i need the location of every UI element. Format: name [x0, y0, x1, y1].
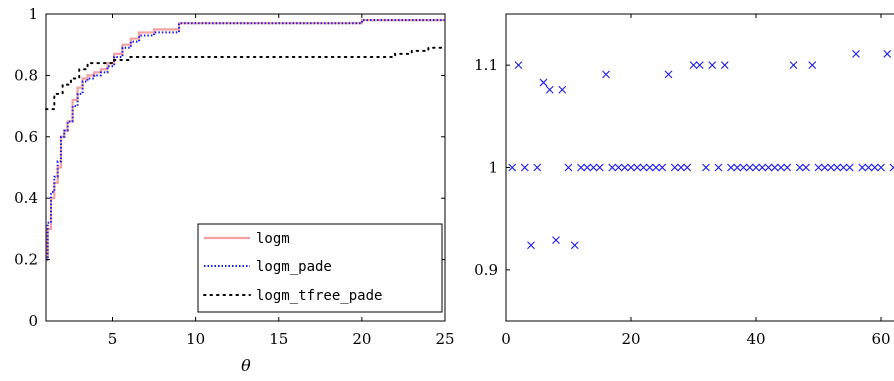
left-ytick-label: 0 [28, 312, 38, 330]
scatter-point [627, 163, 635, 172]
scatter-point [795, 163, 804, 172]
left-ytick-label: 0.6 [14, 128, 38, 146]
scatter-point [539, 78, 548, 87]
right-xtick-label: 0 [501, 330, 511, 348]
scatter-point [545, 85, 554, 94]
right-chart: 0 20 40 60 0.9 1 1.1 [474, 13, 894, 348]
right-ytick-label: 0.9 [474, 261, 498, 279]
scatter-point [664, 70, 673, 79]
scatter-point [658, 163, 667, 172]
scatter-point [558, 85, 567, 94]
scatter-point [858, 163, 867, 172]
scatter-point [739, 163, 748, 172]
scatter-point [733, 163, 742, 172]
legend-label-logm-tfree-pade: logm_tfree_pade [256, 288, 382, 304]
scatter-point [789, 61, 798, 70]
scatter-point [814, 163, 823, 172]
scatter-point [527, 241, 535, 250]
scatter-point [508, 163, 517, 172]
scatter-point [808, 61, 817, 70]
left-ticks-group: 5 10 15 20 25 0 0.2 0.4 0.6 0.8 1 [14, 5, 454, 348]
right-xtick-label: 20 [621, 330, 640, 348]
scatter-point [758, 163, 767, 172]
scatter-point [620, 163, 629, 172]
right-plot-frame [505, 13, 894, 322]
legend-label-logm-pade: logm_pade [256, 259, 332, 275]
right-xtick-label: 40 [746, 330, 765, 348]
scatter-point [595, 163, 604, 172]
scatter-point [764, 163, 773, 172]
scatter-point [583, 163, 592, 172]
left-legend: logm logm_pade logm_tfree_pade [197, 223, 443, 313]
scatter-point [670, 163, 679, 172]
right-ytick-label: 1 [488, 159, 498, 177]
left-xtick-label: 10 [186, 330, 205, 348]
scatter-point [708, 61, 717, 70]
scatter-point [827, 163, 835, 172]
scatter-point [877, 163, 885, 172]
scatter-point [602, 70, 610, 79]
series-line-logm-tfree-pade [45, 46, 446, 111]
scatter-point [589, 163, 598, 172]
right-ytick-label: 1.1 [474, 56, 498, 74]
left-chart: 5 10 15 20 25 0 0.2 0.4 0.6 0.8 1 θ logm logm_pade… [14, 5, 454, 375]
scatter-point [614, 163, 623, 172]
scatter-point [883, 50, 892, 58]
scatter-point [689, 61, 698, 70]
scatter-point [864, 163, 873, 172]
scatter-point [777, 163, 785, 172]
series-line-logm-pade [46, 19, 445, 261]
legend-label-logm: logm [256, 231, 290, 247]
left-xtick-label: 20 [352, 330, 371, 348]
scatter-point [714, 163, 723, 172]
left-ytick-label: 0.2 [14, 251, 38, 269]
scatter-point [802, 163, 810, 172]
scatter-point [889, 163, 894, 172]
scatter-point [577, 163, 585, 172]
scatter-point [720, 61, 729, 70]
left-series-group [45, 19, 446, 261]
scatter-point [520, 163, 529, 172]
left-ytick-label: 1 [28, 5, 38, 23]
scatter-point [695, 61, 704, 70]
scatter-point [514, 61, 523, 70]
scatter-point [702, 163, 710, 172]
scatter-point [552, 236, 560, 245]
left-ytick-label: 0.4 [14, 189, 38, 207]
scatter-point [639, 163, 648, 172]
left-xtick-label: 5 [108, 330, 118, 348]
scatter-point [677, 163, 685, 172]
scatter-point [870, 163, 879, 172]
scatter-point [783, 163, 792, 172]
scatter-point [533, 163, 542, 172]
scatter-point [633, 163, 642, 172]
scatter-point [852, 50, 860, 58]
scatter-point [833, 163, 842, 172]
scatter-point [570, 241, 579, 250]
scatter-point [752, 163, 760, 172]
left-xtick-label: 25 [435, 330, 454, 348]
scatter-point [727, 163, 735, 172]
scatter-point [845, 163, 854, 172]
left-ytick-label: 0.8 [14, 66, 38, 84]
scatter-point [770, 163, 779, 172]
scatter-point [645, 163, 654, 172]
right-xtick-label: 60 [871, 330, 890, 348]
left-xaxis-label: θ [241, 356, 251, 375]
scatter-point [683, 163, 692, 172]
left-plot-frame [45, 13, 446, 322]
scatter-point [820, 163, 829, 172]
scatter-point [608, 163, 617, 172]
scatter-point [564, 163, 573, 172]
right-points-group [508, 50, 894, 250]
left-xtick-label: 15 [269, 330, 288, 348]
scatter-point [745, 163, 754, 172]
right-ticks-group: 0 20 40 60 0.9 1 1.1 [474, 14, 891, 348]
scatter-point [652, 163, 660, 172]
scatter-point [839, 163, 848, 172]
